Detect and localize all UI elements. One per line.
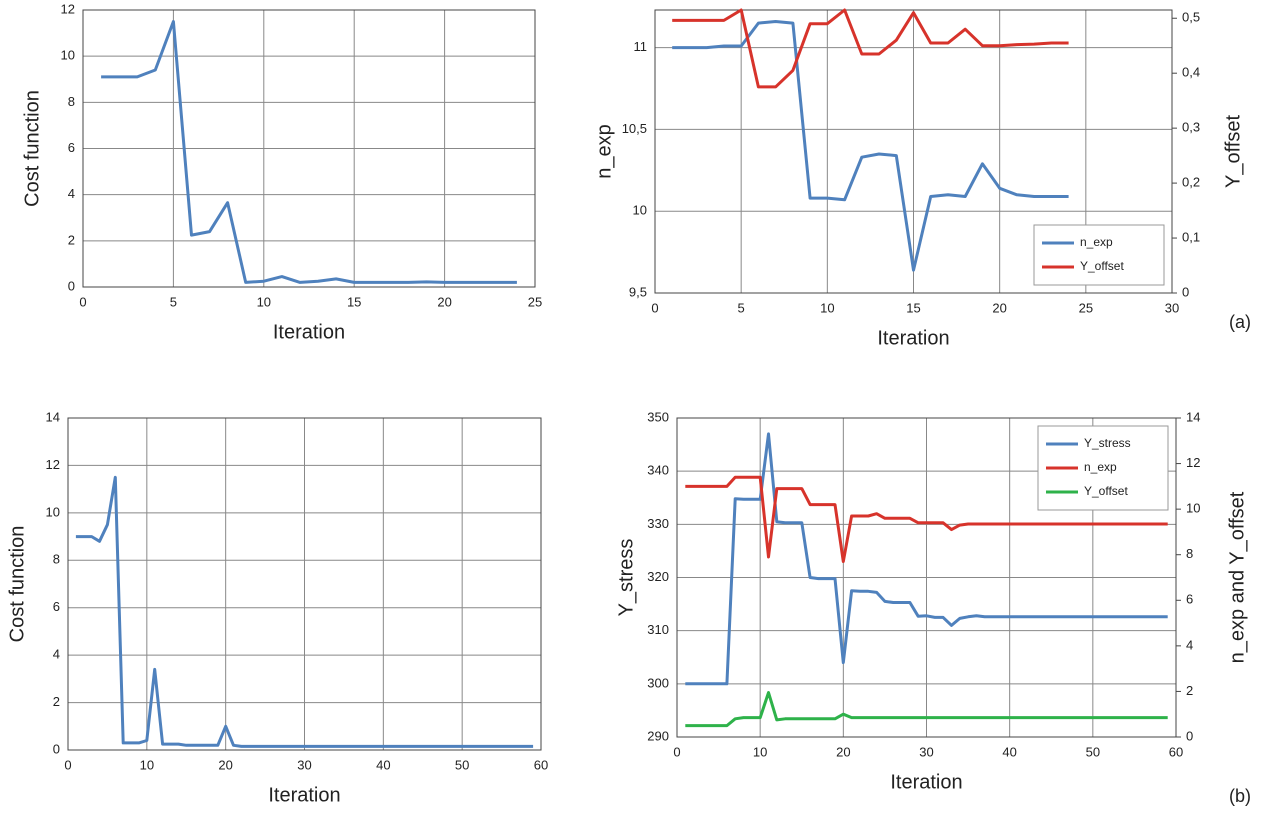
- plot-frame: [654, 9, 1173, 294]
- y-tick-label: 4: [68, 186, 75, 201]
- y-tick-label: 2: [68, 232, 75, 247]
- y-tick-label: 320: [647, 569, 669, 584]
- x-tick-label: 40: [376, 757, 390, 772]
- y2-tick-label: 0,5: [1182, 10, 1200, 25]
- y-axis-label: Y_stress: [615, 539, 637, 617]
- x-tick-label: 10: [257, 294, 271, 309]
- x-tick-label: 10: [820, 300, 834, 315]
- y-tick-label: 12: [61, 1, 75, 16]
- annotation: (a): [1229, 312, 1251, 332]
- x-tick-label: 20: [992, 300, 1006, 315]
- y-tick-label: 350: [647, 409, 669, 424]
- x-tick-label: 0: [79, 294, 86, 309]
- y2-tick-label: 2: [1186, 683, 1193, 698]
- y2-tick-label: 0: [1182, 284, 1189, 299]
- legend-label: n_exp: [1080, 235, 1113, 249]
- data-line: [75, 475, 534, 748]
- y2-axis-label: n_exp and Y_offset: [1226, 491, 1248, 663]
- y-tick-label: 0: [68, 278, 75, 293]
- x-tick-label: 60: [1169, 744, 1183, 759]
- y2-tick-label: 0,3: [1182, 120, 1200, 135]
- x-tick-label: 5: [738, 300, 745, 315]
- annotation: (b): [1229, 786, 1251, 806]
- x-tick-label: 20: [437, 294, 451, 309]
- x-tick-label: 25: [528, 294, 542, 309]
- legend: n_exp Y_offset: [1033, 224, 1165, 286]
- x-tick-label: 20: [218, 757, 232, 772]
- y2-tick-label: 4: [1186, 637, 1193, 652]
- legend-box: [1033, 224, 1165, 286]
- data-line: [672, 8, 1069, 89]
- x-tick-label: 20: [836, 744, 850, 759]
- y2-tick-label: 0,2: [1182, 175, 1200, 190]
- x-tick-label: 0: [64, 757, 71, 772]
- legend: Y_stress n_exp Y_offset: [1037, 425, 1169, 511]
- x-tick-label: 60: [534, 757, 548, 772]
- y2-tick-label: 8: [1186, 546, 1193, 561]
- x-tick-label: 0: [673, 744, 680, 759]
- legend-label: Y_stress: [1084, 436, 1131, 450]
- x-tick-label: 30: [1165, 300, 1179, 315]
- y2-axis-label: Y_offset: [1222, 115, 1244, 188]
- y-axis-label: n_exp: [593, 124, 615, 179]
- y2-tick-label: 0,1: [1182, 229, 1200, 244]
- x-tick-label: 10: [753, 744, 767, 759]
- data-line: [685, 691, 1168, 728]
- y-tick-label: 2: [53, 694, 60, 709]
- plot-frame: [67, 417, 542, 751]
- y-tick-label: 10: [61, 48, 75, 63]
- y2-tick-label: 12: [1186, 455, 1200, 470]
- legend-label: Y_offset: [1080, 259, 1124, 273]
- y-tick-label: 9,5: [629, 284, 647, 299]
- y-tick-label: 6: [53, 599, 60, 614]
- y-tick-label: 340: [647, 463, 669, 478]
- y-tick-label: 12: [46, 457, 60, 472]
- plot-frame: [676, 417, 1177, 738]
- plot-frame: [82, 9, 536, 288]
- y-tick-label: 8: [53, 552, 60, 567]
- x-axis-label: Iteration: [268, 784, 340, 806]
- x-tick-label: 5: [170, 294, 177, 309]
- y2-tick-label: 6: [1186, 592, 1193, 607]
- x-tick-label: 30: [919, 744, 933, 759]
- y-tick-label: 330: [647, 516, 669, 531]
- y-tick-label: 4: [53, 647, 60, 662]
- x-tick-label: 15: [347, 294, 361, 309]
- x-axis-label: Iteration: [877, 327, 949, 349]
- y-tick-label: 290: [647, 728, 669, 743]
- data-line: [672, 20, 1069, 272]
- x-tick-label: 40: [1002, 744, 1016, 759]
- y-tick-label: 0: [53, 741, 60, 756]
- x-tick-label: 10: [140, 757, 154, 772]
- y2-tick-label: 0: [1186, 728, 1193, 743]
- y2-tick-label: 10: [1186, 501, 1200, 516]
- x-tick-label: 30: [297, 757, 311, 772]
- y-tick-label: 8: [68, 94, 75, 109]
- y-tick-label: 6: [68, 140, 75, 155]
- y-tick-label: 14: [46, 409, 60, 424]
- data-line: [685, 475, 1168, 563]
- x-axis-label: Iteration: [890, 771, 962, 793]
- y2-tick-label: 0,4: [1182, 65, 1200, 80]
- x-tick-label: 50: [1086, 744, 1100, 759]
- y-axis-label: Cost function: [6, 526, 28, 643]
- x-tick-label: 25: [1079, 300, 1093, 315]
- y-tick-label: 11: [634, 39, 648, 54]
- x-tick-label: 50: [455, 757, 469, 772]
- x-axis-label: Iteration: [273, 321, 345, 343]
- y-tick-label: 10: [633, 203, 647, 218]
- y-tick-label: 10: [46, 504, 60, 519]
- y-tick-label: 10,5: [622, 121, 647, 136]
- x-tick-label: 0: [651, 300, 658, 315]
- legend-label: Y_offset: [1084, 484, 1128, 498]
- x-tick-label: 15: [906, 300, 920, 315]
- data-line: [685, 432, 1168, 686]
- y2-tick-label: 14: [1186, 409, 1200, 424]
- y-axis-label: Cost function: [21, 90, 43, 207]
- legend-label: n_exp: [1084, 460, 1117, 474]
- data-line: [101, 20, 517, 284]
- y-tick-label: 310: [647, 622, 669, 637]
- y-tick-label: 300: [647, 675, 669, 690]
